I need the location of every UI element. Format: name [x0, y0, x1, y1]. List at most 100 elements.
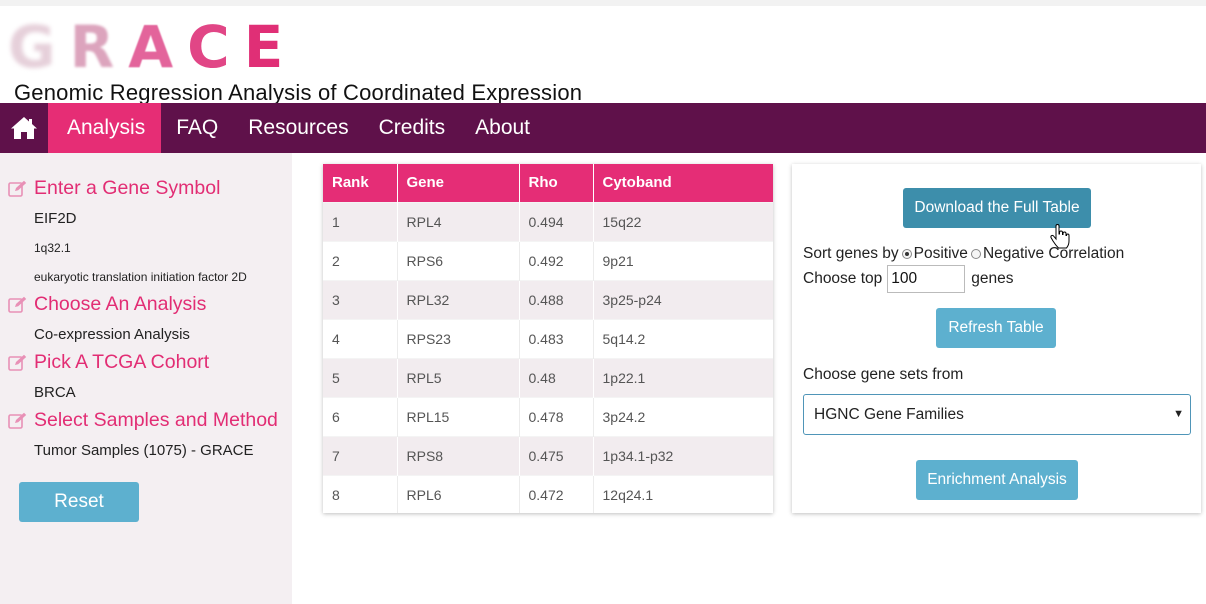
- cell-cytoband: 1p22.1: [593, 357, 773, 397]
- cell-cytoband: 15q22: [593, 201, 773, 241]
- nav-faq[interactable]: FAQ: [176, 116, 219, 139]
- cell-gene: RPS8: [397, 435, 520, 475]
- nav-analysis[interactable]: Analysis: [48, 103, 162, 153]
- cell-gene: RPL4: [397, 201, 520, 241]
- sort-label: Sort genes by: [803, 245, 899, 262]
- edit-icon: [8, 412, 27, 429]
- cell-cytoband: 3p24.2: [593, 396, 773, 436]
- cell-rho: 0.478: [519, 396, 594, 436]
- sort-negative-radio[interactable]: [970, 249, 981, 259]
- gene-sets-select[interactable]: HGNC Gene Families ▼: [803, 394, 1191, 435]
- top-genes-input[interactable]: [887, 265, 966, 293]
- gene-sets-selected-value: HGNC Gene Families: [814, 405, 964, 423]
- logo-letter: C: [187, 13, 244, 81]
- column-header-gene[interactable]: Gene: [397, 164, 520, 202]
- step-enter-gene[interactable]: Enter a Gene Symbol: [8, 177, 220, 200]
- cell-rank: 1: [323, 201, 398, 241]
- cell-gene: RPL6: [397, 474, 520, 513]
- column-header-rank[interactable]: Rank: [323, 164, 398, 202]
- column-header-rho[interactable]: Rho: [519, 164, 594, 202]
- cell-cytoband: 5q14.2: [593, 318, 773, 358]
- step-title: Pick A TCGA Cohort: [34, 351, 210, 373]
- choose-top-label: Choose top: [803, 270, 883, 287]
- cell-rank: 6: [323, 396, 398, 436]
- sort-negative-label[interactable]: Negative Correlation: [982, 245, 1125, 262]
- cell-rank: 4: [323, 318, 398, 358]
- cell-cytoband: 12q24.1: [593, 474, 773, 513]
- analysis-sidebar: Enter a Gene Symbol EIF2D 1q32.1 eukaryo…: [0, 153, 292, 604]
- step-title: Enter a Gene Symbol: [34, 177, 221, 199]
- step-select-samples[interactable]: Select Samples and Method: [8, 409, 278, 432]
- cell-rank: 8: [323, 474, 398, 513]
- cell-cytoband: 3p25-p24: [593, 279, 773, 319]
- controls-panel: Download the Full Table Sort genes by Po…: [792, 164, 1201, 513]
- hand-pointer-icon: [1050, 224, 1070, 249]
- reset-button[interactable]: Reset: [19, 482, 139, 522]
- choose-top-row: Choose top genes: [803, 265, 1014, 293]
- edit-icon: [8, 296, 27, 313]
- table-body: 1 RPL4 0.494 15q22 2 RPS6 0.492 9p21 3 RPL32 0.488…: [323, 201, 773, 513]
- cell-gene: RPL32: [397, 279, 520, 319]
- sort-positive-label[interactable]: Positive: [913, 245, 968, 262]
- nav-home[interactable]: [0, 103, 48, 153]
- step-title: Choose An Analysis: [34, 293, 207, 315]
- cell-rho: 0.488: [519, 279, 594, 319]
- cell-rho: 0.492: [519, 240, 594, 280]
- nav-about[interactable]: About: [475, 116, 531, 139]
- cell-gene: RPL5: [397, 357, 520, 397]
- samples-value: Tumor Samples (1075) - GRACE: [34, 442, 254, 459]
- analysis-value: Co-expression Analysis: [34, 326, 190, 343]
- step-pick-cohort[interactable]: Pick A TCGA Cohort: [8, 351, 209, 374]
- table-row[interactable]: 4 RPS23 0.483 5q14.2: [323, 318, 773, 358]
- table-row[interactable]: 5 RPL5 0.48 1p22.1: [323, 357, 773, 397]
- main-navbar: Analysis FAQ Resources Credits About: [0, 103, 1206, 153]
- gene-sets-label: Choose gene sets from: [803, 366, 964, 383]
- cell-cytoband: 9p21: [593, 240, 773, 280]
- cell-rho: 0.475: [519, 435, 594, 475]
- table-row[interactable]: 6 RPL15 0.478 3p24.2: [323, 396, 773, 436]
- table-row[interactable]: 2 RPS6 0.492 9p21: [323, 240, 773, 280]
- nav-resources[interactable]: Resources: [248, 116, 349, 139]
- gene-cytoband-value: 1q32.1: [34, 241, 71, 255]
- cell-rho: 0.48: [519, 357, 594, 397]
- site-subtitle: Genomic Regression Analysis of Coordinat…: [14, 80, 583, 105]
- sort-positive-radio[interactable]: [901, 249, 912, 259]
- download-full-table-button[interactable]: Download the Full Table: [903, 188, 1091, 228]
- logo-letter: E: [243, 13, 298, 81]
- cell-gene: RPL15: [397, 396, 520, 436]
- step-title: Select Samples and Method: [34, 409, 278, 431]
- cell-rho: 0.494: [519, 201, 594, 241]
- cell-rank: 7: [323, 435, 398, 475]
- results-table-panel: Rank Gene Rho Cytoband 1 RPL4 0.494 15q22 2 R…: [323, 164, 773, 513]
- sort-genes-row: Sort genes by Positive Negative Correlat…: [803, 245, 1124, 263]
- results-table: Rank Gene Rho Cytoband 1 RPL4 0.494 15q22 2 R…: [323, 164, 773, 513]
- edit-icon: [8, 354, 27, 371]
- table-row[interactable]: 1 RPL4 0.494 15q22: [323, 201, 773, 241]
- column-header-cytoband[interactable]: Cytoband: [593, 164, 773, 202]
- genes-suffix-label: genes: [971, 270, 1014, 287]
- refresh-table-button[interactable]: Refresh Table: [936, 308, 1056, 348]
- table-row[interactable]: 3 RPL32 0.488 3p25-p24: [323, 279, 773, 319]
- dropdown-arrow-icon: ▼: [1173, 408, 1184, 420]
- table-row[interactable]: 8 RPL6 0.472 12q24.1: [323, 474, 773, 513]
- table-row[interactable]: 7 RPS8 0.475 1p34.1-p32: [323, 435, 773, 475]
- cell-rank: 2: [323, 240, 398, 280]
- home-icon: [11, 117, 37, 139]
- enrichment-analysis-button[interactable]: Enrichment Analysis: [916, 460, 1078, 500]
- nav-credits[interactable]: Credits: [378, 116, 446, 139]
- cell-rank: 5: [323, 357, 398, 397]
- edit-icon: [8, 180, 27, 197]
- logo-letter: A: [128, 13, 188, 81]
- gene-description-value: eukaryotic translation initiation factor…: [34, 270, 247, 284]
- cell-cytoband: 1p34.1-p32: [593, 435, 773, 475]
- cell-rho: 0.472: [519, 474, 594, 513]
- cell-rank: 3: [323, 279, 398, 319]
- logo-letter: R: [69, 13, 129, 81]
- step-choose-analysis[interactable]: Choose An Analysis: [8, 293, 206, 316]
- logo-letter: G: [8, 13, 70, 81]
- cell-gene: RPS6: [397, 240, 520, 280]
- table-header-row: Rank Gene Rho Cytoband: [323, 164, 773, 202]
